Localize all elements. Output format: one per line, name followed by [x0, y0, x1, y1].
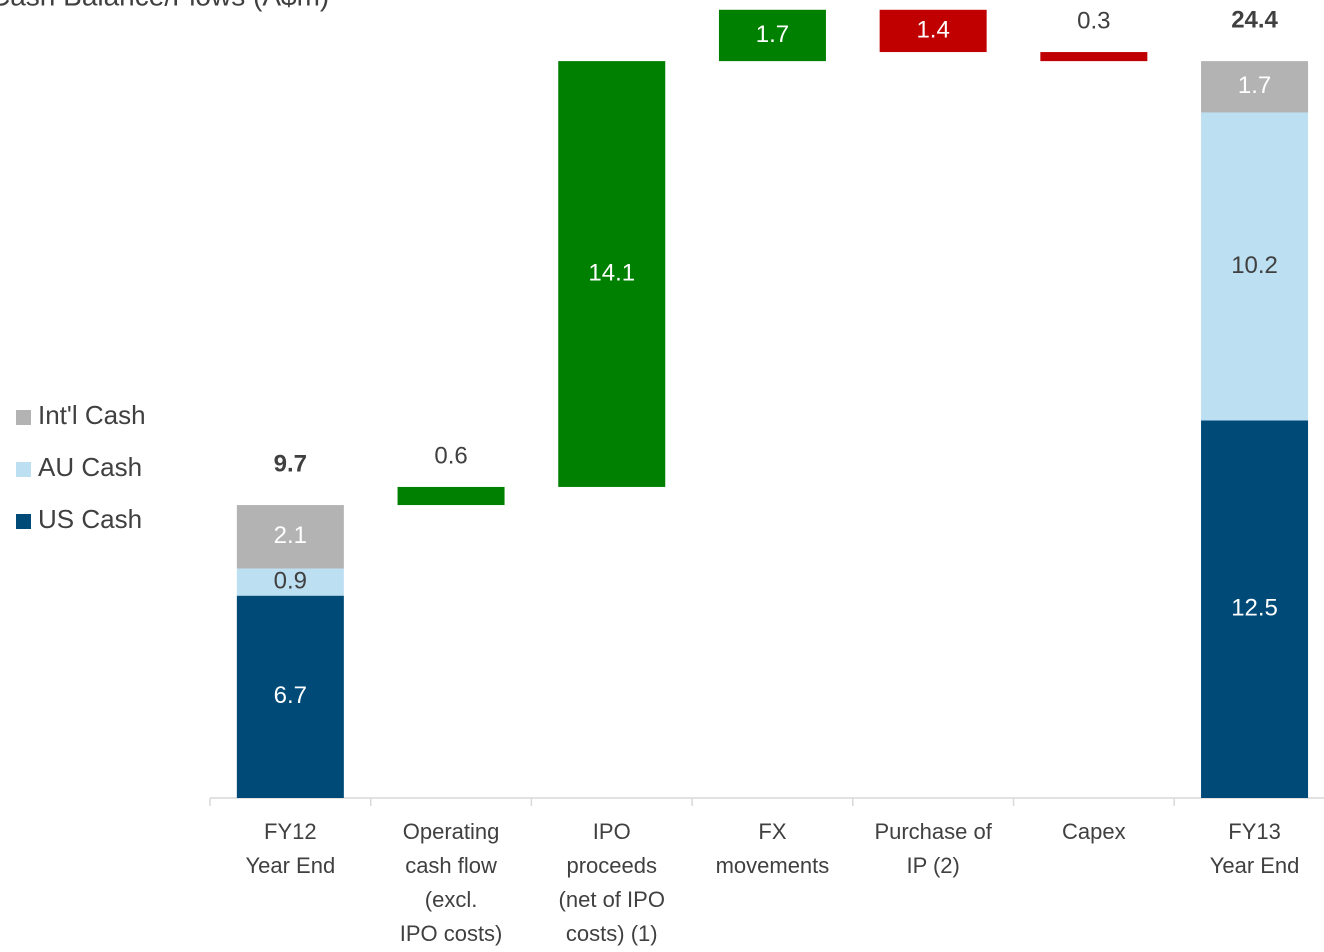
x-tick-label: FY12: [264, 819, 317, 844]
x-tick-label: Year End: [245, 853, 335, 878]
x-tick-label: (net of IPO: [559, 887, 665, 912]
value-label: 10.2: [1231, 252, 1278, 279]
value-label: 14.1: [588, 259, 635, 286]
x-tick-label: Capex: [1062, 819, 1126, 844]
flow-bar: [718, 9, 826, 62]
value-label: 1.7: [1238, 72, 1271, 99]
chart-title: Cash Balance/Flows (A$m): [0, 0, 329, 11]
total-label: 9.7: [274, 450, 307, 477]
legend-label: AU Cash: [38, 452, 142, 482]
value-label: 0.3: [1077, 7, 1110, 34]
x-tick-label: (excl.: [425, 887, 478, 912]
legend-swatch: [16, 514, 31, 529]
value-label: 0.6: [434, 442, 467, 469]
x-tick-label: IP (2): [906, 853, 959, 878]
x-tick-label: Year End: [1210, 853, 1300, 878]
stack-segment: [236, 505, 344, 569]
legend-swatch: [16, 462, 31, 477]
flow-bar: [1040, 52, 1148, 62]
value-label: 0.9: [274, 567, 307, 594]
value-label: 6.7: [274, 682, 307, 709]
legend-swatch: [16, 410, 31, 425]
total-label: 24.4: [1231, 6, 1278, 33]
value-label: 2.1: [274, 522, 307, 549]
stack-segment: [1201, 420, 1309, 798]
x-tick-label: FX: [758, 819, 786, 844]
x-tick-label: Operating: [403, 819, 500, 844]
flow-bar: [558, 61, 666, 487]
flow-bar: [397, 486, 505, 506]
legend-label: Int'l Cash: [38, 400, 146, 430]
x-tick-label: proceeds: [566, 853, 657, 878]
x-tick-label: IPO costs): [400, 921, 503, 946]
x-tick-label: cash flow: [405, 853, 497, 878]
value-label: 1.4: [916, 16, 949, 43]
value-label: 1.7: [756, 21, 789, 48]
stack-segment: [1201, 61, 1309, 113]
x-tick-label: Purchase of: [874, 819, 992, 844]
stack-segment: [236, 568, 344, 596]
x-tick-label: FY13: [1228, 819, 1281, 844]
stack-segment: [1201, 112, 1309, 421]
x-tick-label: movements: [716, 853, 830, 878]
value-label: 12.5: [1231, 595, 1278, 622]
stack-segment: [236, 595, 344, 798]
flow-bar: [879, 9, 987, 53]
x-tick-label: IPO: [593, 819, 631, 844]
legend-label: US Cash: [38, 504, 142, 534]
x-tick-label: costs) (1): [566, 921, 658, 946]
